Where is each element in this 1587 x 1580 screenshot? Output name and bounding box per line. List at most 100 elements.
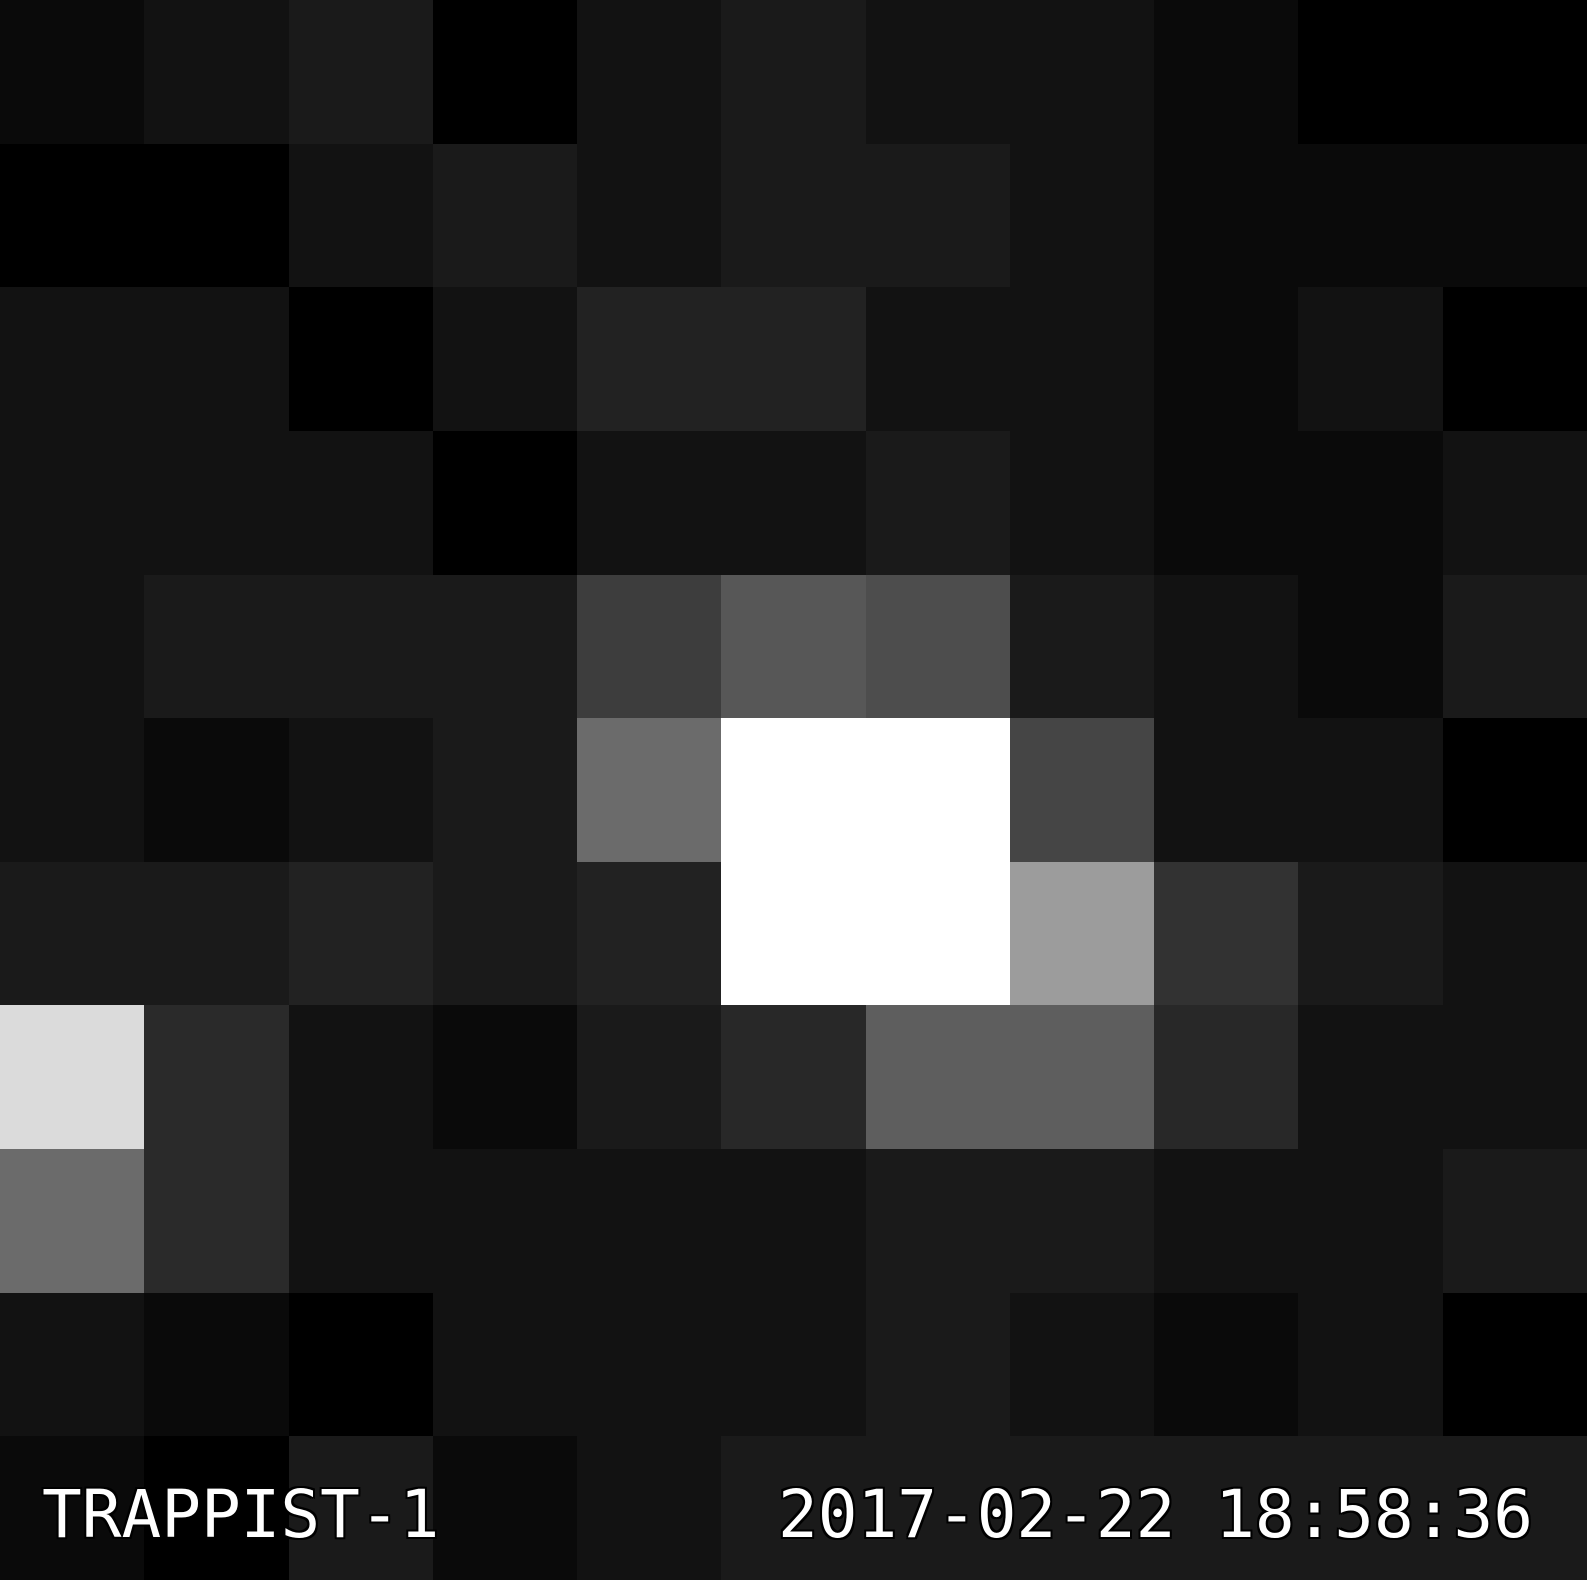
image-pixel <box>577 1149 722 1293</box>
image-pixel <box>721 287 866 431</box>
image-pixel <box>0 574 145 719</box>
image-pixel <box>577 1436 722 1580</box>
image-pixel <box>1154 287 1299 431</box>
image-pixel <box>1442 1005 1587 1150</box>
image-pixel <box>1442 287 1587 431</box>
image-pixel <box>865 574 1010 719</box>
image-pixel <box>144 574 289 719</box>
image-pixel <box>577 574 722 719</box>
image-pixel <box>288 287 433 431</box>
image-pixel <box>721 0 866 144</box>
image-pixel <box>865 1292 1010 1437</box>
image-pixel <box>1154 1149 1299 1293</box>
image-pixel <box>577 430 722 575</box>
image-pixel <box>288 1292 433 1437</box>
image-pixel <box>865 861 1010 1006</box>
image-pixel <box>865 1005 1010 1150</box>
image-pixel <box>432 574 578 719</box>
image-pixel <box>0 1436 145 1580</box>
image-pixel <box>1442 1149 1587 1293</box>
image-pixel <box>0 0 145 144</box>
image-pixel <box>577 1005 722 1150</box>
image-pixel <box>0 287 145 431</box>
image-pixel <box>432 0 578 144</box>
image-pixel <box>1009 1005 1155 1150</box>
image-pixel <box>865 1149 1010 1293</box>
image-pixel <box>577 0 722 144</box>
image-pixel <box>144 1005 289 1150</box>
image-pixel <box>721 430 866 575</box>
image-pixel <box>288 0 433 144</box>
image-pixel <box>0 1149 145 1293</box>
image-pixel <box>1298 1292 1443 1437</box>
image-pixel <box>0 1292 145 1437</box>
image-pixel <box>432 1005 578 1150</box>
image-pixel <box>865 287 1010 431</box>
image-pixel <box>1442 1292 1587 1437</box>
image-pixel <box>1442 430 1587 575</box>
image-pixel <box>1154 0 1299 144</box>
image-pixel <box>144 1436 289 1580</box>
image-pixel <box>1009 861 1155 1006</box>
image-pixel <box>1298 143 1443 288</box>
image-pixel <box>865 0 1010 144</box>
image-pixel <box>288 430 433 575</box>
image-pixel <box>1298 0 1443 144</box>
image-pixel <box>1442 574 1587 719</box>
image-pixel <box>144 718 289 862</box>
image-pixel <box>288 861 433 1006</box>
image-pixel <box>144 861 289 1006</box>
image-pixel <box>1298 718 1443 862</box>
image-pixel <box>721 1005 866 1150</box>
image-pixel <box>721 1149 866 1293</box>
image-pixel <box>1442 861 1587 1006</box>
image-pixel <box>1154 430 1299 575</box>
image-pixel <box>865 430 1010 575</box>
image-pixel <box>432 143 578 288</box>
target-name-label: TRAPPIST-1 <box>42 1476 440 1553</box>
image-pixel <box>721 1436 866 1580</box>
image-pixel <box>721 1292 866 1437</box>
image-pixel <box>432 1292 578 1437</box>
image-pixel <box>1154 574 1299 719</box>
image-pixel <box>1009 1149 1155 1293</box>
image-pixel <box>577 143 722 288</box>
image-pixel <box>1154 1292 1299 1437</box>
image-pixel <box>288 574 433 719</box>
image-pixel <box>1009 0 1155 144</box>
image-pixel <box>721 143 866 288</box>
image-pixel <box>721 861 866 1006</box>
image-pixel <box>1154 861 1299 1006</box>
image-pixel <box>865 1436 1010 1580</box>
image-pixel <box>432 1149 578 1293</box>
image-pixel <box>1009 574 1155 719</box>
image-pixel <box>721 574 866 719</box>
image-pixel <box>0 718 145 862</box>
image-pixel <box>577 287 722 431</box>
image-pixel <box>1154 1436 1299 1580</box>
image-pixel <box>1298 287 1443 431</box>
image-pixel <box>1298 1005 1443 1150</box>
image-pixel <box>432 861 578 1006</box>
image-pixel <box>865 143 1010 288</box>
image-pixel <box>288 143 433 288</box>
image-pixel <box>144 0 289 144</box>
image-pixel <box>1298 861 1443 1006</box>
image-pixel <box>0 1005 145 1150</box>
image-pixel <box>0 143 145 288</box>
image-pixel <box>1009 287 1155 431</box>
image-pixel <box>1298 430 1443 575</box>
image-pixel <box>144 143 289 288</box>
image-pixel <box>288 1005 433 1150</box>
image-pixel <box>1442 718 1587 862</box>
image-pixel <box>432 718 578 862</box>
image-pixel <box>288 718 433 862</box>
image-pixel <box>1154 143 1299 288</box>
image-pixel <box>1154 718 1299 862</box>
image-pixel <box>577 718 722 862</box>
image-pixel <box>1009 430 1155 575</box>
image-pixel <box>865 718 1010 862</box>
image-pixel <box>721 718 866 862</box>
timestamp-label: 2017-02-22 18:58:36 <box>778 1476 1533 1553</box>
image-pixel <box>1442 0 1587 144</box>
